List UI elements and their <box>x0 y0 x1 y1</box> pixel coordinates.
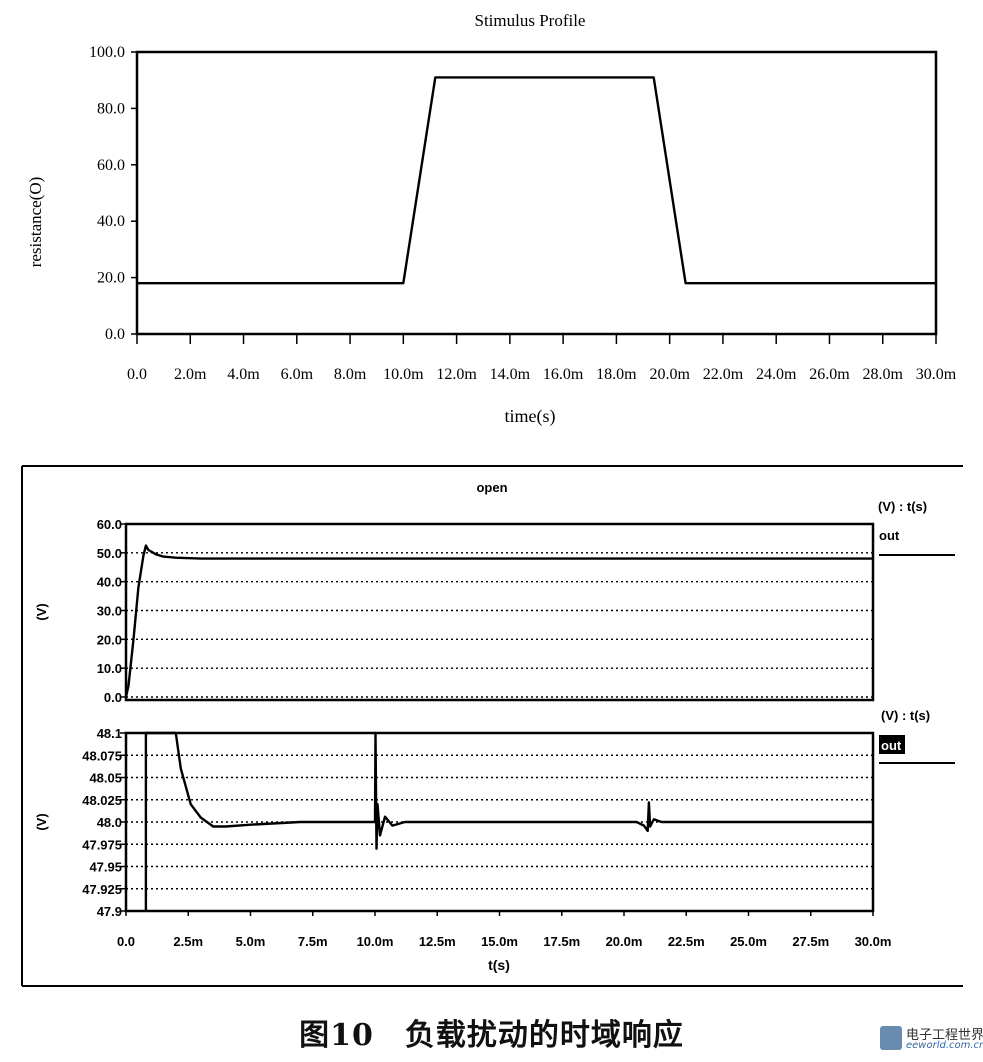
y-tick-label: 20.0 <box>97 632 122 647</box>
watermark-title: 电子工程世界 <box>906 1028 983 1043</box>
out-series-line <box>144 731 873 911</box>
x-tick-label: 14.0m <box>490 366 531 383</box>
y-tick-label: 47.975 <box>82 837 122 852</box>
stimulus-chart: Stimulus Profile 0.0 20.0 40.0 60.0 80.0 100.… <box>26 11 957 427</box>
x-tick-label: 8.0m <box>334 366 367 383</box>
stimulus-x-axis: 0.0 2.0m 4.0m 6.0m 8.0m 10.0m 12.0m 14.0m 16.0m 1… <box>127 334 957 383</box>
y-tick-label: 48.05 <box>89 771 122 786</box>
stimulus-y-axis: 0.0 20.0 40.0 60.0 80.0 100.0 <box>89 44 137 343</box>
zoom-panel-y-label: (V) <box>34 813 49 830</box>
y-tick-label: 60.0 <box>97 157 125 174</box>
y-tick-label: 0.0 <box>105 326 125 343</box>
x-tick-label: 6.0m <box>281 366 314 383</box>
zoom-panel-legend-header: (V) : t(s) <box>881 708 930 723</box>
voltage-panel-series <box>124 544 873 698</box>
voltage-panel-y-axis: 0.0 10.0 20.0 30.0 40.0 50.0 60.0 <box>97 517 126 705</box>
x-tick-label: 4.0m <box>227 366 260 383</box>
x-tick-label: 22.0m <box>703 366 744 383</box>
y-tick-label: 60.0 <box>97 517 122 532</box>
x-tick-label: 28.0m <box>863 366 904 383</box>
x-tick-label: 20.0m <box>606 934 643 949</box>
watermark-url: eeworld.com.cn <box>906 1040 983 1051</box>
x-tick-label: 25.0m <box>730 934 767 949</box>
y-tick-label: 20.0 <box>97 270 125 287</box>
x-tick-label: 16.0m <box>543 366 584 383</box>
x-tick-label: 12.0m <box>436 366 477 383</box>
y-tick-label: 10.0 <box>97 661 122 676</box>
y-tick-label: 47.95 <box>89 860 122 875</box>
zoom-panel-x-label: t(s) <box>488 957 510 973</box>
y-tick-label: 0.0 <box>104 690 122 705</box>
y-tick-label: 48.025 <box>82 793 122 808</box>
voltage-panel-frame <box>124 522 875 702</box>
x-tick-label: 27.5m <box>792 934 829 949</box>
site-watermark: 电子工程世界 eeworld.com.cn <box>880 1022 983 1056</box>
zoom-panel-legend-highlight <box>879 735 905 754</box>
voltage-panel-legend-header: (V) : t(s) <box>878 499 927 514</box>
x-tick-label: 5.0m <box>236 934 266 949</box>
figure-caption: 图10 负载扰动的时域响应 <box>299 1018 684 1053</box>
stimulus-series <box>137 76 936 285</box>
x-tick-label: 30.0m <box>855 934 892 949</box>
y-tick-label: 48.1 <box>97 726 122 741</box>
x-tick-label: 10.0m <box>383 366 424 383</box>
voltage-panel-grid <box>126 523 873 698</box>
zoom-panel-y-axis: 47.9 47.925 47.95 47.975 48.0 48.025 48.05 48.0… <box>82 726 126 919</box>
x-tick-label: 26.0m <box>809 366 850 383</box>
x-tick-label: 0.0 <box>127 366 147 383</box>
y-tick-label: 47.925 <box>82 882 122 897</box>
zoom-panel-series <box>144 731 873 911</box>
x-tick-label: 20.0m <box>649 366 690 383</box>
y-tick-label: 30.0 <box>97 604 122 619</box>
y-tick-label: 48.075 <box>82 748 122 763</box>
voltage-panel-zoom: 47.9 47.925 47.95 47.975 48.0 48.025 48.05 48.0… <box>34 708 955 973</box>
y-tick-label: 50.0 <box>97 546 122 561</box>
x-tick-label: 12.5m <box>419 934 456 949</box>
x-tick-label: 7.5m <box>298 934 328 949</box>
zoom-panel-legend-label: out <box>881 738 902 753</box>
zoom-panel-x-axis: 0.0 2.5m 5.0m 7.5m 10.0m 12.5m 15.0m 17.5m 20.0m… <box>117 911 891 949</box>
x-tick-label: 2.5m <box>173 934 203 949</box>
x-tick-label: 2.0m <box>174 366 207 383</box>
resistance-series-line <box>137 76 936 285</box>
stimulus-plot-frame <box>135 50 938 336</box>
y-tick-label: 48.0 <box>97 815 122 830</box>
stimulus-x-axis-label: time(s) <box>505 406 556 427</box>
y-tick-label: 40.0 <box>97 575 122 590</box>
y-tick-label: 100.0 <box>89 44 125 61</box>
simulation-figure: open 0.0 10.0 20.0 30.0 40.0 50.0 60.0 (V) (V)… <box>21 465 963 987</box>
voltage-panel-y-label: (V) <box>34 603 49 620</box>
out-series-line <box>124 544 873 698</box>
x-tick-label: 18.0m <box>596 366 637 383</box>
open-chart-title: open <box>476 480 507 495</box>
voltage-panel-legend-label: out <box>879 528 900 543</box>
x-tick-label: 17.5m <box>543 934 580 949</box>
y-tick-label: 47.9 <box>97 904 122 919</box>
x-tick-label: 30.0m <box>916 366 957 383</box>
voltage-panel-full: 0.0 10.0 20.0 30.0 40.0 50.0 60.0 (V) (V) : t(… <box>34 499 955 705</box>
stimulus-chart-title: Stimulus Profile <box>475 11 586 30</box>
x-tick-label: 10.0m <box>357 934 394 949</box>
y-tick-label: 80.0 <box>97 100 125 117</box>
x-tick-label: 22.5m <box>668 934 705 949</box>
x-tick-label: 15.0m <box>481 934 518 949</box>
x-tick-label: 0.0 <box>117 934 135 949</box>
watermark-logo-icon <box>880 1026 902 1050</box>
stimulus-y-axis-label: resistance(O) <box>26 177 45 268</box>
x-tick-label: 24.0m <box>756 366 797 383</box>
y-tick-label: 40.0 <box>97 213 125 230</box>
